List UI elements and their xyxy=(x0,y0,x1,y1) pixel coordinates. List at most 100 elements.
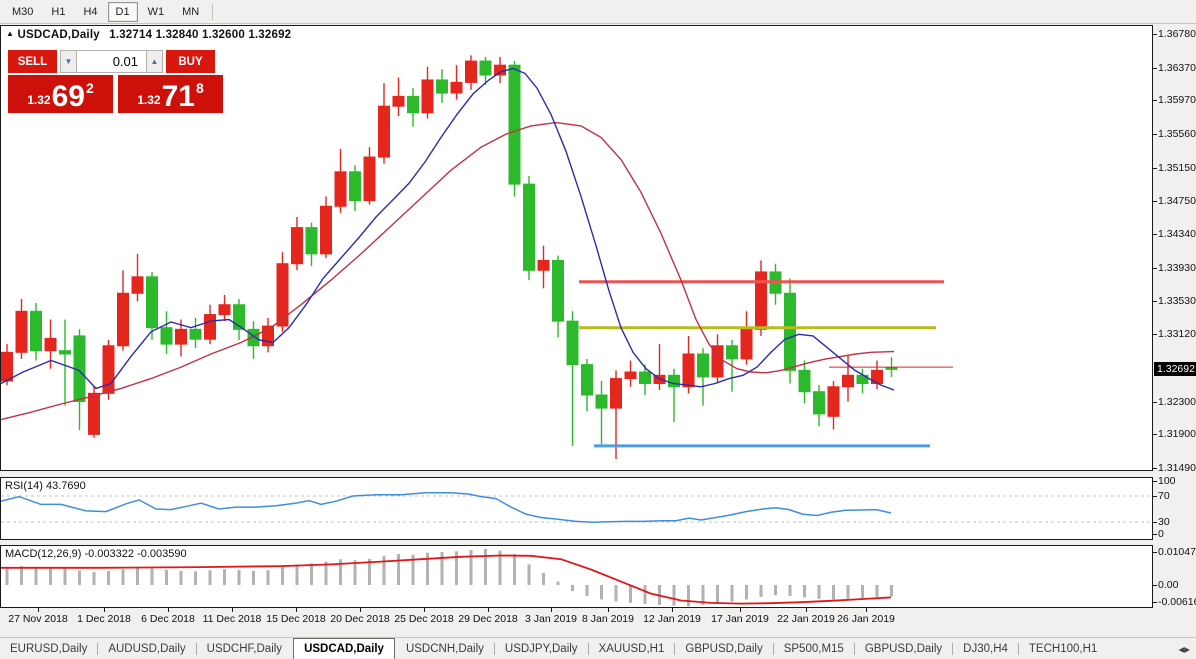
candle-bear xyxy=(59,319,71,406)
chart-tab-usdchf[interactable]: USDCHF,Daily xyxy=(206,642,283,655)
chart-tab-gbpusd[interactable]: GBPUSD,Daily xyxy=(864,642,943,655)
axis-tick xyxy=(1153,267,1157,269)
axis-tick xyxy=(1153,34,1157,35)
scroll-left-icon[interactable]: ◂ xyxy=(1178,643,1185,656)
candle-bear xyxy=(508,61,521,197)
time-axis-tick xyxy=(806,608,807,612)
axis-tick xyxy=(1153,496,1157,497)
price-axis-label: 1.36370 xyxy=(1158,61,1196,74)
lot-increase-button[interactable]: ▲ xyxy=(146,50,163,73)
axis-tick xyxy=(1153,234,1157,236)
time-axis-label: 11 Dec 2018 xyxy=(202,613,262,625)
price-axis[interactable]: 1.36780 1.36370 1.35970 1.35560 1.35150 1.347… xyxy=(1153,25,1196,636)
lot-decrease-button[interactable]: ▼ xyxy=(60,50,77,73)
macd-axis-label: 0.00 xyxy=(1158,579,1179,591)
chart-title: ▲ USDCAD,Daily 1.32714 1.32840 1.32600 1… xyxy=(6,29,291,41)
timeframe-button-w1[interactable]: W1 xyxy=(147,5,165,18)
candle-bull xyxy=(610,370,622,459)
chart-tab-audusd[interactable]: AUDUSD,Daily xyxy=(108,642,186,655)
chart-tab-tech100[interactable]: TECH100,H1 xyxy=(1028,642,1098,655)
buy-price-panel[interactable]: 1.32 71 8 xyxy=(118,75,223,113)
candle-bull xyxy=(378,83,390,164)
candle-bull xyxy=(827,381,840,430)
chart-tab-usdjpy[interactable]: USDJPY,Daily xyxy=(504,642,578,655)
rsi-line xyxy=(1,492,892,524)
candle-bear xyxy=(436,69,448,103)
time-axis-label: 1 Dec 2018 xyxy=(77,613,131,625)
time-axis-tick xyxy=(608,608,609,612)
rsi-chart xyxy=(1,492,1152,524)
lot-size-input[interactable] xyxy=(77,50,146,73)
candle-bear xyxy=(769,263,782,305)
sell-button[interactable]: SELL xyxy=(8,50,57,73)
scroll-right-icon[interactable]: ▸ xyxy=(1184,643,1190,656)
price-axis-label: 1.35150 xyxy=(1158,161,1196,174)
candle-bear xyxy=(30,303,42,361)
chevron-down-icon: ▼ xyxy=(64,57,73,66)
rsi-axis-label: 70 xyxy=(1158,490,1170,502)
price-axis-label: 1.34750 xyxy=(1158,194,1196,207)
time-axis-label: 22 Jan 2019 xyxy=(777,613,835,625)
timeframe-button-m30[interactable]: M30 xyxy=(12,5,34,18)
price-axis-label: 1.31490 xyxy=(1158,462,1196,474)
chart-tab-eurusd[interactable]: EURUSD,Daily xyxy=(10,642,88,655)
buy-price-pip: 8 xyxy=(195,80,204,96)
sell-price-prefix: 1.32 xyxy=(27,93,51,107)
price-axis-label: 1.32300 xyxy=(1158,395,1196,408)
candle-bear xyxy=(668,368,680,423)
chart-tab-sp500[interactable]: SP500,M15 xyxy=(783,642,844,655)
chart-tab-xauusd[interactable]: XAUUSD,H1 xyxy=(598,642,665,655)
price-axis-label: 1.35560 xyxy=(1158,128,1196,141)
tab-separator xyxy=(195,642,197,655)
buy-price-big: 71 xyxy=(161,80,195,113)
chart-tab-usdcnh[interactable]: USDCNH,Daily xyxy=(405,642,484,655)
chart-tab-gbpusd[interactable]: GBPUSD,Daily xyxy=(685,642,763,655)
candle-bull xyxy=(421,66,434,119)
candle-bear xyxy=(189,317,202,349)
chart-tab-usdcad[interactable]: USDCAD,Daily xyxy=(293,638,395,659)
price-axis-label: 1.34340 xyxy=(1158,228,1196,241)
buy-button[interactable]: BUY xyxy=(166,50,215,73)
candlestick-chart xyxy=(1,55,953,459)
axis-tick xyxy=(1153,200,1157,202)
candle-bull xyxy=(682,335,695,394)
tab-separator xyxy=(952,642,954,655)
time-axis-tick xyxy=(740,608,741,612)
time-axis-label: 17 Jan 2019 xyxy=(711,613,769,625)
rsi-axis-label: 100 xyxy=(1158,475,1176,487)
axis-tick xyxy=(1153,552,1157,553)
candle-bull xyxy=(842,355,854,402)
timeframe-button-h1[interactable]: H1 xyxy=(51,5,66,18)
timeframe-button-mn[interactable]: MN xyxy=(182,5,200,18)
time-axis-tick xyxy=(672,608,673,612)
candle-bear xyxy=(349,165,361,212)
time-axis-label: 29 Dec 2018 xyxy=(458,613,518,625)
candle-bear xyxy=(247,321,260,359)
tab-separator xyxy=(493,642,495,655)
chart-tab-dj30[interactable]: DJ30,H4 xyxy=(963,642,1008,655)
toolbar-separator xyxy=(212,2,214,21)
sell-price-panel[interactable]: 1.32 69 2 xyxy=(8,75,113,113)
candle-bear xyxy=(160,311,173,354)
candle-bull xyxy=(102,340,115,400)
tab-separator xyxy=(674,642,676,655)
rsi-axis-label: 30 xyxy=(1158,516,1170,528)
time-axis-tick xyxy=(168,608,169,612)
macd-indicator-panel[interactable] xyxy=(0,545,1153,608)
timeframe-button-d1[interactable]: D1 xyxy=(107,1,138,22)
axis-tick xyxy=(1153,481,1157,482)
tab-separator xyxy=(772,642,774,655)
timeframe-button-h4[interactable]: H4 xyxy=(83,5,98,18)
axis-tick xyxy=(1153,167,1157,169)
candle-bull xyxy=(392,77,405,117)
macd-axis-label: -0.0061640 xyxy=(1158,596,1196,608)
axis-tick xyxy=(1153,134,1157,136)
rsi-indicator-panel[interactable] xyxy=(0,477,1153,540)
collapse-icon[interactable]: ▲ xyxy=(6,29,15,38)
candle-bull xyxy=(711,334,724,384)
axis-tick xyxy=(1153,300,1157,302)
candle-bull xyxy=(15,298,28,359)
time-axis[interactable]: 27 Nov 2018 1 Dec 2018 6 Dec 2018 11 Dec 20… xyxy=(0,608,1153,636)
time-axis-label: 15 Dec 2018 xyxy=(266,613,326,625)
